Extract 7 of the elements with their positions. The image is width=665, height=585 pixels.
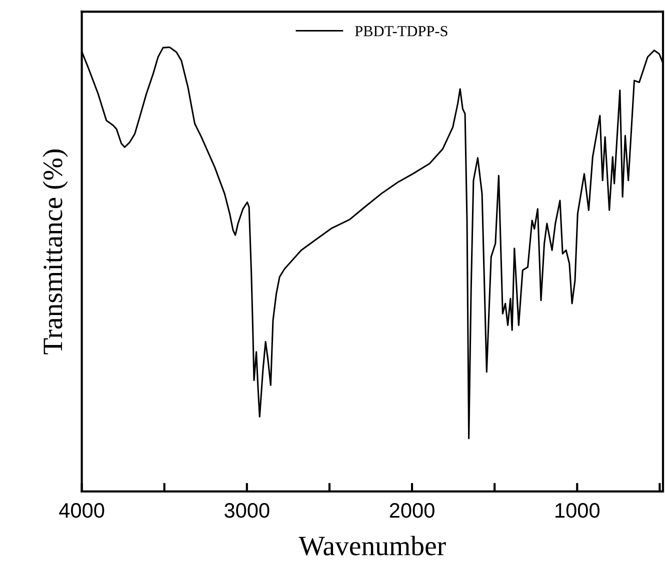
y-axis-title: Transmittance (%) (42, 150, 68, 354)
x-tick-label: 2000 (390, 503, 434, 518)
x-axis-title: Wavenumber (298, 536, 446, 556)
legend-label: PBDT-TDPP-S (355, 26, 448, 36)
x-tick-label: 3000 (224, 503, 270, 518)
x-tick-label: 4000 (59, 503, 104, 518)
x-tick-label: 1000 (556, 503, 600, 518)
